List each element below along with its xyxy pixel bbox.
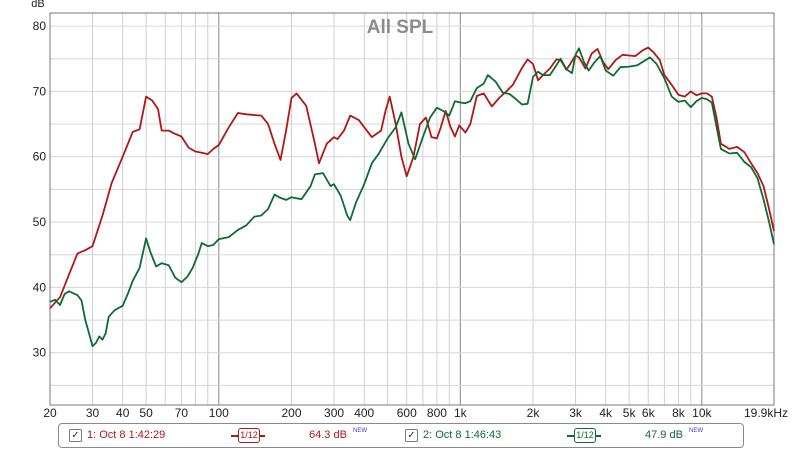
series-2-checkbox[interactable]: ✓	[405, 429, 418, 442]
x-tick-label: 1k	[454, 406, 468, 420]
y-tick-labels: 30 40 50 60 70 80	[33, 19, 47, 360]
series-2-line	[49, 47, 775, 348]
series-2-new-badge: NEW	[689, 428, 703, 434]
x-tick-label: 3k	[569, 406, 583, 420]
y-tick-label: 70	[33, 84, 47, 98]
x-tick-label: 30	[86, 406, 100, 420]
series-2-value: 47.9 dB	[645, 429, 683, 441]
series-2-smoothing-label: 1/12	[574, 428, 596, 443]
y-tick-label: 30	[33, 346, 47, 360]
x-tick-label: 70	[175, 406, 189, 420]
series-lines	[49, 46, 775, 348]
y-tick-label: 40	[33, 280, 47, 294]
x-tick-label: 4k	[599, 406, 613, 420]
x-tick-labels: 20 30 40 50 70 100 200 300 400 600 800 1k 2k 3k 4k 5k 6k…	[43, 406, 788, 420]
x-tick-label: 5k	[623, 406, 637, 420]
series-1-new-badge: NEW	[353, 428, 367, 434]
x-tick-label: 300	[324, 406, 344, 420]
series-1-smoothing-button[interactable]: 1/12	[231, 427, 265, 443]
series-1-line	[49, 46, 775, 309]
x-tick-label: 800	[427, 406, 447, 420]
y-tick-label: 80	[33, 19, 47, 33]
series-2-smoothing-button[interactable]: 1/12	[567, 427, 601, 443]
x-tick-label: 10k	[692, 406, 712, 420]
x-tick-label: 2k	[527, 406, 541, 420]
series-1-label[interactable]: 1: Oct 8 1:42:29	[87, 429, 166, 441]
y-tick-label: 60	[33, 150, 47, 164]
x-tick-label: 100	[209, 406, 229, 420]
series-1-value: 64.3 dB	[309, 429, 347, 441]
x-tick-label: 6k	[642, 406, 656, 420]
x-tick-label: 400	[354, 406, 374, 420]
y-tick-label: 50	[33, 215, 47, 229]
x-tick-label: 20	[43, 406, 57, 420]
x-tick-label: 40	[116, 406, 130, 420]
x-tick-label: 600	[397, 406, 417, 420]
x-tick-label: 200	[281, 406, 301, 420]
chart-title: All SPL	[367, 17, 434, 38]
x-tick-label: 50	[139, 406, 153, 420]
y-axis-label: dB	[31, 0, 44, 10]
chart-grid	[50, 13, 774, 405]
legend-bar: ✓ 1: Oct 8 1:42:29 1/12 64.3 dB NEW ✓ 2:…	[58, 423, 744, 448]
series-1-smoothing-label: 1/12	[238, 428, 260, 443]
plot-frame	[49, 12, 775, 406]
series-1-checkbox[interactable]: ✓	[69, 429, 82, 442]
x-tick-label: 8k	[672, 406, 686, 420]
series-2-label[interactable]: 2: Oct 8 1:46:43	[423, 429, 502, 441]
x-tick-label: 19.9kHz	[744, 406, 788, 420]
